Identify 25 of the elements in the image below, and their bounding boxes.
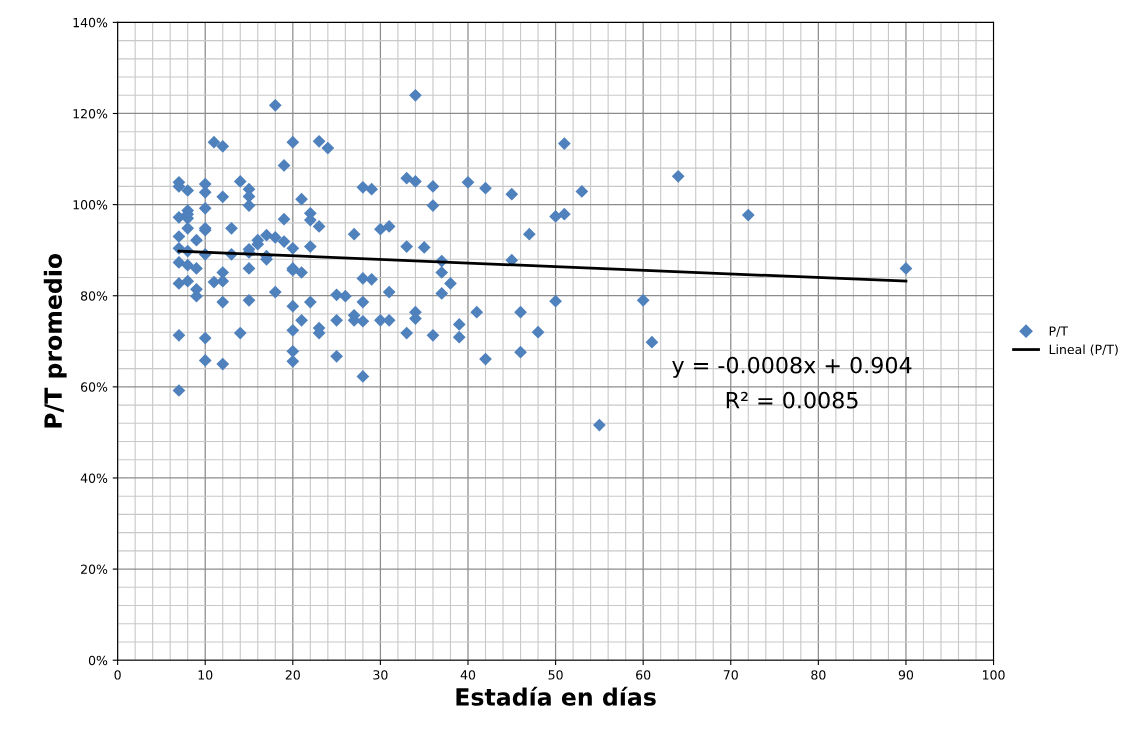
x-axis-title: Estadía en días <box>456 686 656 706</box>
x-tick-label: 40 <box>460 670 476 680</box>
x-tick-label: 10 <box>198 670 213 680</box>
x-tick-label: 30 <box>373 670 388 680</box>
x-tick-label: 60 <box>636 670 651 680</box>
x-tick-label: 70 <box>723 670 738 680</box>
y-tick-label: 120% <box>73 108 108 119</box>
x-tick-label: 80 <box>811 670 826 680</box>
legend-label: Lineal (P/T) <box>1049 344 1118 356</box>
y-tick-label: 0% <box>88 655 108 666</box>
y-tick-label: 20% <box>81 564 108 575</box>
x-tick-label: 0 <box>114 670 121 680</box>
y-tick-label: 80% <box>80 291 108 301</box>
legend-label: P/T <box>1049 326 1068 337</box>
x-tick-label: 100 <box>982 670 1005 680</box>
y-axis-title: P/T promedio <box>43 253 67 428</box>
x-tick-label: 90 <box>898 670 914 680</box>
y-tick-label: 60% <box>80 382 108 392</box>
annotation: R² = 0.0085 <box>726 391 858 409</box>
y-tick-label: 140% <box>73 17 108 28</box>
annotation: y = -0.0008x + 0.904 <box>672 356 912 378</box>
x-tick-label: 50 <box>548 670 563 680</box>
y-tick-label: 100% <box>73 200 108 210</box>
y-tick-label: 40% <box>80 473 108 483</box>
x-tick-label: 20 <box>285 670 300 680</box>
